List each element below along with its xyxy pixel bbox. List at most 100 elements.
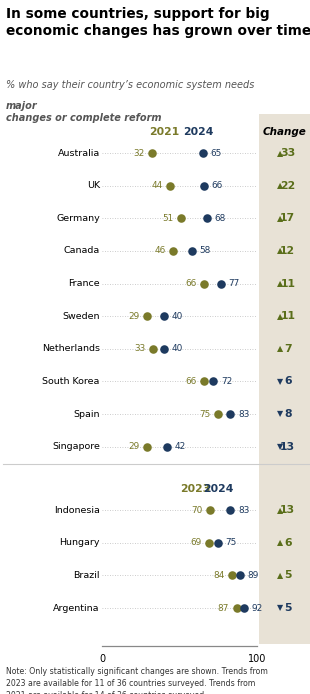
Text: 40: 40	[171, 312, 183, 321]
Text: Spain: Spain	[73, 409, 100, 418]
Text: 75: 75	[226, 539, 237, 548]
Text: 83: 83	[238, 409, 249, 418]
Point	[144, 441, 149, 452]
Text: 87: 87	[218, 604, 229, 613]
Text: 70: 70	[192, 506, 203, 515]
Text: 8: 8	[284, 409, 292, 419]
Text: Singapore: Singapore	[52, 442, 100, 451]
Text: 11: 11	[280, 311, 295, 321]
Text: 33: 33	[280, 148, 295, 158]
Text: 46: 46	[155, 246, 166, 255]
Point	[234, 602, 239, 613]
Text: ▲: ▲	[277, 149, 283, 158]
Text: 72: 72	[221, 377, 232, 386]
Point	[189, 246, 194, 257]
Point	[165, 441, 170, 452]
Text: ▼: ▼	[277, 377, 283, 386]
Point	[168, 180, 173, 192]
Text: France: France	[68, 279, 100, 288]
Text: 100: 100	[247, 654, 266, 664]
Point	[171, 246, 176, 257]
Text: 2024: 2024	[183, 127, 213, 137]
Text: ▲: ▲	[277, 312, 283, 321]
Text: 84: 84	[213, 571, 224, 580]
Text: 22: 22	[280, 180, 295, 191]
Text: ▲: ▲	[277, 506, 283, 515]
Text: 11: 11	[280, 278, 295, 289]
Text: % who say their country’s economic system needs: % who say their country’s economic syste…	[6, 80, 258, 90]
Text: 68: 68	[215, 214, 226, 223]
Bar	[259, 114, 310, 644]
Text: 2024: 2024	[203, 484, 233, 494]
Text: ▲: ▲	[277, 181, 283, 190]
Point	[200, 148, 205, 159]
Text: 32: 32	[133, 149, 144, 158]
Point	[162, 311, 166, 322]
Text: 58: 58	[199, 246, 211, 255]
Point	[228, 505, 233, 516]
Point	[242, 602, 247, 613]
Text: ▲: ▲	[277, 539, 283, 548]
Point	[216, 537, 221, 548]
Text: 0: 0	[99, 654, 105, 664]
Point	[206, 537, 211, 548]
Text: Argentina: Argentina	[53, 604, 100, 613]
Point	[179, 213, 184, 224]
Text: 92: 92	[252, 604, 263, 613]
Text: Sweden: Sweden	[62, 312, 100, 321]
Point	[202, 278, 207, 289]
Point	[229, 570, 234, 581]
Text: ▼: ▼	[277, 409, 283, 418]
Text: 89: 89	[247, 571, 259, 580]
Text: 5: 5	[284, 570, 292, 580]
Text: Australia: Australia	[58, 149, 100, 158]
Text: 17: 17	[280, 213, 295, 223]
Text: Brazil: Brazil	[73, 571, 100, 580]
Text: 69: 69	[190, 539, 202, 548]
Text: Hungary: Hungary	[59, 539, 100, 548]
Text: Indonesia: Indonesia	[54, 506, 100, 515]
Text: 40: 40	[171, 344, 183, 353]
Point	[202, 180, 207, 192]
Text: 7: 7	[284, 344, 292, 354]
Text: South Korea: South Korea	[42, 377, 100, 386]
Text: 5: 5	[284, 603, 292, 613]
Text: 77: 77	[228, 279, 240, 288]
Text: 13: 13	[280, 441, 295, 452]
Text: Canada: Canada	[64, 246, 100, 255]
Point	[208, 505, 213, 516]
Text: 2021: 2021	[149, 127, 179, 137]
Point	[205, 213, 210, 224]
Text: 51: 51	[162, 214, 174, 223]
Point	[237, 570, 242, 581]
Text: ▲: ▲	[277, 214, 283, 223]
Text: Change: Change	[263, 127, 307, 137]
Text: 6: 6	[284, 538, 292, 548]
Point	[162, 344, 166, 355]
Text: Germany: Germany	[56, 214, 100, 223]
Point	[219, 278, 224, 289]
Text: ▲: ▲	[277, 279, 283, 288]
Text: ▲: ▲	[277, 344, 283, 353]
Text: 75: 75	[199, 409, 211, 418]
Text: 33: 33	[135, 344, 146, 353]
Point	[151, 344, 156, 355]
Text: 42: 42	[175, 442, 186, 451]
Text: 12: 12	[280, 246, 295, 256]
Text: 29: 29	[128, 312, 140, 321]
Text: 44: 44	[152, 181, 163, 190]
Point	[216, 409, 221, 420]
Point	[228, 409, 233, 420]
Text: Note: Only statistically significant changes are shown. Trends from
2023 are ava: Note: Only statistically significant cha…	[6, 667, 268, 694]
Text: 65: 65	[210, 149, 221, 158]
Text: UK: UK	[87, 181, 100, 190]
Text: major
changes or complete reform: major changes or complete reform	[6, 101, 162, 123]
Text: 29: 29	[128, 442, 140, 451]
Text: 66: 66	[212, 181, 223, 190]
Text: 66: 66	[185, 279, 197, 288]
Text: ▲: ▲	[277, 246, 283, 255]
Text: ▼: ▼	[277, 604, 283, 613]
Point	[202, 376, 207, 387]
Text: ▼: ▼	[277, 442, 283, 451]
Text: 66: 66	[185, 377, 197, 386]
